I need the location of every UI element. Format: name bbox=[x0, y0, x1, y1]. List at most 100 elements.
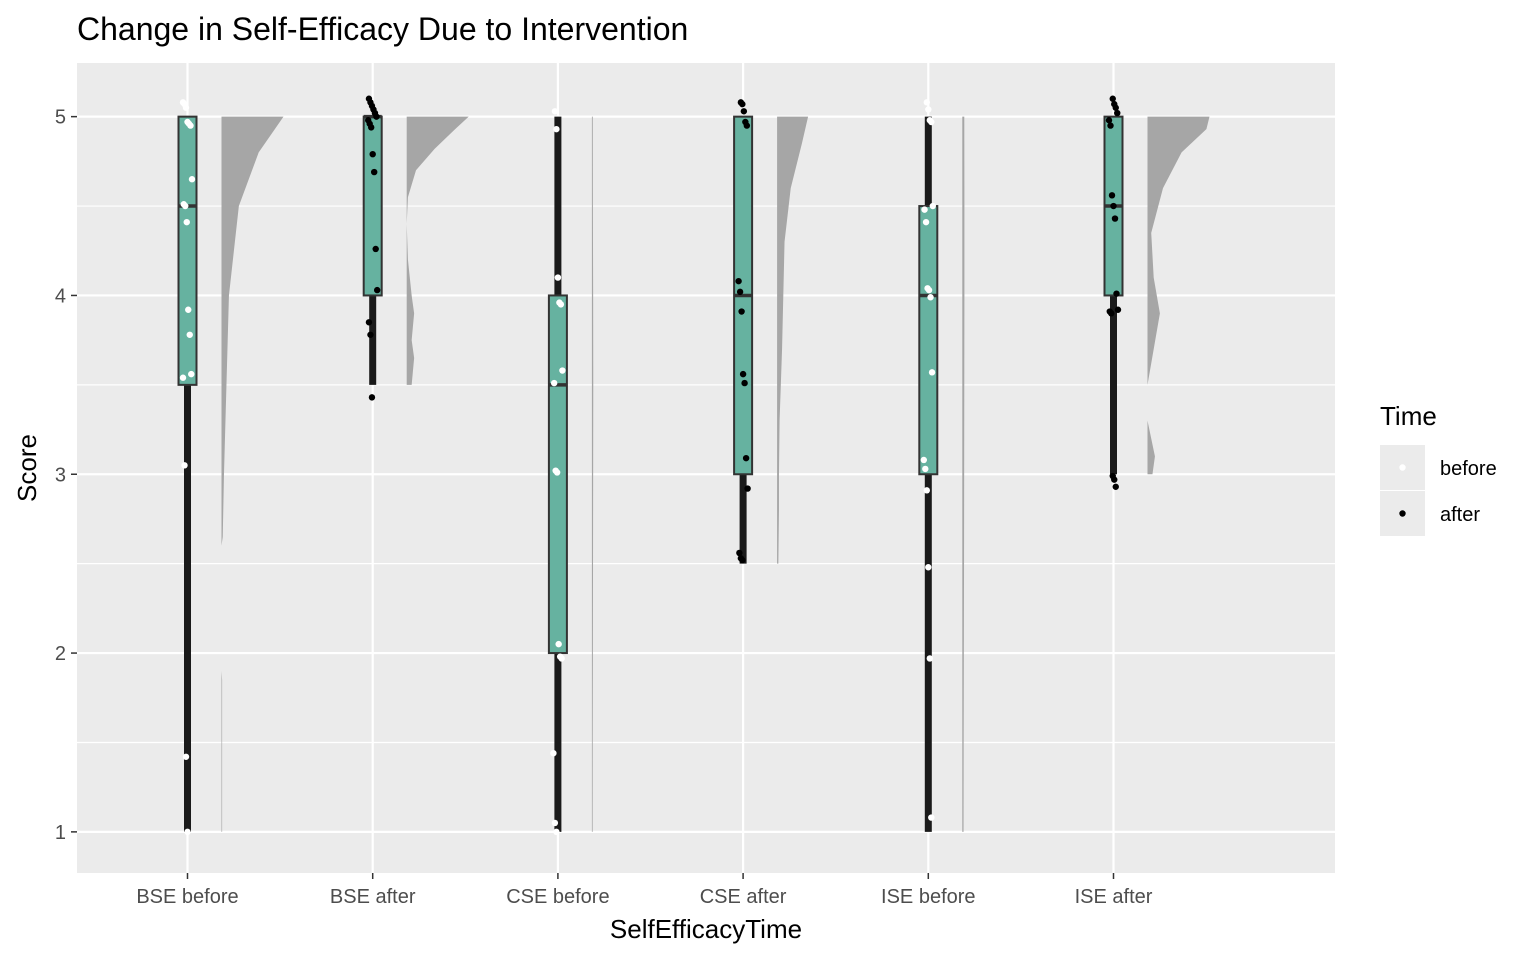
legend-label-before: before bbox=[1440, 458, 1497, 480]
data-point bbox=[928, 369, 936, 376]
data-point bbox=[557, 301, 565, 308]
data-point bbox=[550, 379, 558, 387]
data-point bbox=[741, 379, 748, 387]
data-point bbox=[182, 753, 190, 760]
data-point bbox=[184, 828, 191, 836]
data-point bbox=[365, 319, 373, 326]
data-point bbox=[744, 485, 751, 492]
x-tick-label: BSE before bbox=[136, 886, 238, 908]
data-point bbox=[735, 277, 742, 285]
box-bse-after bbox=[362, 115, 383, 297]
y-tick-label: 3 bbox=[55, 464, 66, 486]
data-point bbox=[558, 655, 565, 662]
box-ise-before bbox=[918, 205, 939, 476]
data-point bbox=[372, 245, 379, 253]
data-point bbox=[551, 819, 559, 827]
data-point bbox=[1112, 483, 1119, 490]
plot-panel bbox=[77, 63, 1335, 873]
y-tick-label: 4 bbox=[55, 285, 66, 307]
data-point bbox=[926, 655, 933, 662]
data-point bbox=[555, 640, 562, 648]
data-point bbox=[182, 202, 189, 210]
data-point bbox=[739, 556, 746, 564]
data-point bbox=[1113, 290, 1120, 297]
legend-point-after bbox=[1399, 510, 1406, 517]
density-bse-before bbox=[221, 116, 284, 832]
data-point bbox=[922, 465, 929, 473]
data-point bbox=[927, 294, 934, 301]
x-tick-label: BSE after bbox=[330, 886, 416, 908]
data-point bbox=[188, 176, 196, 183]
data-point bbox=[929, 202, 936, 210]
density-ise-after bbox=[1147, 116, 1210, 475]
data-point bbox=[740, 108, 748, 115]
x-axis: BSE before BSE after CSE before CSE after IS… bbox=[136, 873, 1153, 908]
legend-point-before bbox=[1399, 464, 1406, 471]
density-cse-after bbox=[777, 116, 809, 564]
density-cse-before bbox=[591, 116, 594, 832]
data-point bbox=[368, 124, 375, 131]
y-tick-label: 5 bbox=[55, 107, 66, 129]
data-point bbox=[1109, 95, 1116, 102]
data-point bbox=[374, 286, 381, 294]
legend-title: Time bbox=[1380, 401, 1437, 431]
x-tick-label: ISE after bbox=[1075, 886, 1153, 908]
data-point bbox=[1108, 192, 1116, 199]
data-point bbox=[1111, 215, 1119, 222]
data-point bbox=[183, 218, 190, 226]
y-tick-label: 1 bbox=[55, 822, 66, 844]
data-point bbox=[1111, 476, 1118, 483]
data-point bbox=[925, 106, 932, 113]
y-tick-label: 2 bbox=[55, 643, 66, 665]
data-point bbox=[373, 113, 380, 120]
y-axis-title: Score bbox=[12, 434, 42, 502]
density-ise-before bbox=[962, 116, 965, 832]
data-point bbox=[925, 286, 933, 294]
box-bse-before bbox=[177, 115, 198, 386]
data-point bbox=[368, 394, 376, 401]
data-point bbox=[551, 108, 559, 115]
data-point bbox=[736, 549, 743, 557]
data-point bbox=[923, 487, 930, 494]
data-point bbox=[553, 828, 560, 836]
data-point bbox=[1108, 310, 1115, 317]
data-point bbox=[743, 122, 751, 129]
data-point bbox=[188, 370, 195, 378]
data-point bbox=[742, 454, 750, 462]
data-point bbox=[559, 367, 566, 374]
data-point bbox=[922, 218, 930, 226]
data-point bbox=[920, 456, 927, 464]
data-point bbox=[736, 288, 744, 296]
legend: Time before after bbox=[1380, 401, 1497, 536]
data-point bbox=[921, 206, 928, 213]
data-point bbox=[182, 104, 190, 111]
data-point bbox=[367, 331, 374, 338]
x-tick-label: ISE before bbox=[881, 886, 976, 908]
density-layer bbox=[221, 116, 1210, 832]
legend-label-after: after bbox=[1440, 504, 1480, 526]
x-axis-title: SelfEfficacyTime bbox=[610, 914, 802, 944]
x-tick-label: CSE before bbox=[506, 886, 609, 908]
data-point bbox=[1114, 306, 1122, 313]
data-point bbox=[187, 122, 194, 129]
density-bse-after bbox=[406, 116, 469, 385]
data-point bbox=[1107, 122, 1114, 129]
data-point bbox=[185, 306, 192, 313]
data-point bbox=[553, 125, 560, 133]
points-layer bbox=[179, 95, 1122, 836]
data-point bbox=[1112, 104, 1119, 111]
minor-gridlines bbox=[77, 205, 1335, 744]
data-point bbox=[739, 370, 747, 378]
data-point bbox=[181, 462, 188, 469]
data-point bbox=[923, 99, 930, 106]
data-point bbox=[925, 564, 932, 571]
data-point bbox=[554, 274, 562, 281]
data-point bbox=[928, 118, 935, 126]
data-point bbox=[186, 331, 193, 338]
data-point bbox=[553, 469, 561, 476]
data-point bbox=[739, 100, 746, 108]
y-axis: 1 2 3 4 5 bbox=[55, 107, 77, 844]
data-point bbox=[179, 374, 187, 381]
data-point bbox=[371, 168, 378, 176]
